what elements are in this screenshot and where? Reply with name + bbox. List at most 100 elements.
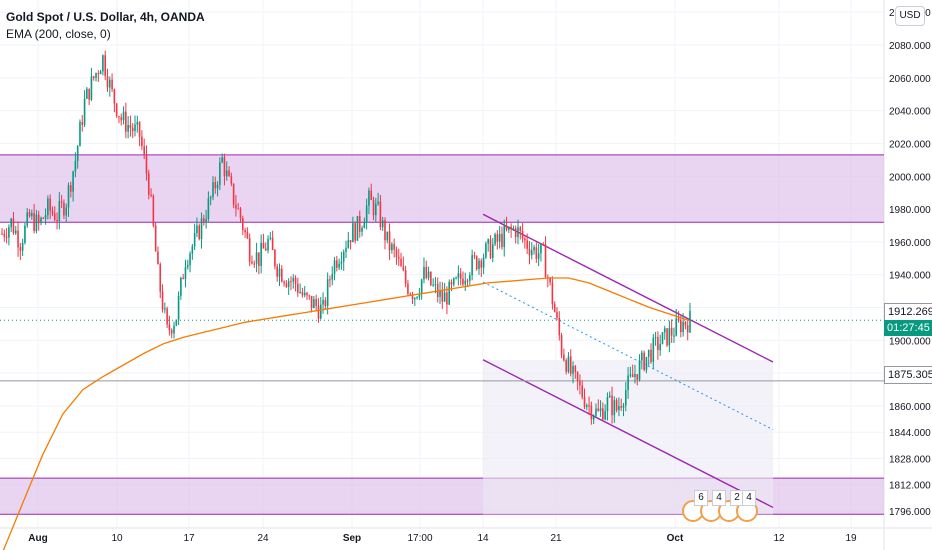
time-axis-label: 12: [773, 533, 785, 544]
candle-body: [452, 278, 455, 285]
candle-body: [680, 320, 682, 333]
currency-button[interactable]: USD: [895, 6, 925, 26]
candle-body: [416, 296, 418, 299]
candle-body: [397, 256, 400, 259]
candle-body: [67, 185, 70, 208]
candle-body: [47, 198, 49, 216]
candle-body: [154, 225, 157, 252]
candle-body: [549, 277, 551, 283]
time-axis-label: 19: [845, 533, 857, 544]
chart-legend: Gold Spot / U.S. Dollar, 4h, OANDA EMA (…: [6, 8, 205, 42]
candle-body: [581, 385, 584, 398]
candle-body: [166, 308, 168, 325]
symbol-title[interactable]: Gold Spot / U.S. Dollar, 4h, OANDA: [6, 10, 205, 24]
price-axis-label: 1796.000: [889, 507, 931, 518]
price-axis-label: 2040.000: [889, 107, 931, 118]
candle-body: [189, 253, 191, 266]
candle-body: [572, 366, 574, 374]
candle-body: [294, 277, 297, 284]
candle-body: [324, 300, 327, 306]
candle-body: [244, 229, 246, 233]
ema-indicator-label[interactable]: EMA (200, close, 0): [6, 27, 111, 41]
candle-body: [647, 349, 650, 357]
candle-body: [340, 261, 343, 264]
candle-body: [466, 280, 469, 282]
time-axis-label: 21: [550, 533, 562, 544]
candle-body: [434, 284, 437, 286]
candle-body: [313, 299, 315, 308]
candle-body: [631, 374, 634, 378]
time-axis-label: 10: [111, 533, 123, 544]
candle-body: [317, 305, 320, 319]
price-axis-label: 1940.000: [889, 271, 931, 282]
candle-body: [145, 154, 148, 174]
candle-body: [551, 282, 554, 305]
price-axis-label: 2020.000: [889, 139, 931, 150]
candle-body: [604, 411, 606, 420]
candle-body: [622, 405, 625, 408]
candle-body: [228, 170, 230, 177]
candle-body: [319, 304, 322, 319]
candle-body: [161, 291, 164, 310]
candle-body: [519, 227, 522, 231]
candle-body: [216, 184, 219, 189]
candle-body: [262, 242, 265, 249]
candle-body: [111, 79, 113, 90]
candle-body: [5, 236, 8, 238]
candle-body: [590, 405, 593, 420]
candle-body: [514, 228, 517, 238]
candle-body: [349, 240, 352, 243]
candle-body: [338, 263, 340, 268]
candle-body: [595, 408, 597, 416]
candle-body: [230, 176, 233, 184]
candle-body: [496, 234, 499, 242]
candle-body: [127, 125, 129, 132]
candle-body: [152, 195, 155, 226]
candle-body: [503, 225, 506, 248]
last-price-tag: 1912.269: [884, 303, 932, 321]
candle-body: [347, 240, 350, 248]
candle-body: [542, 243, 545, 245]
candle-body: [356, 216, 359, 241]
price-axis-label: 2000.000: [889, 172, 931, 183]
candle-body: [583, 397, 586, 407]
candle-body: [624, 390, 627, 406]
candle-body: [175, 319, 178, 326]
candle-body: [42, 217, 45, 219]
candle-body: [533, 247, 535, 251]
candle-body: [102, 55, 104, 72]
candle-body: [650, 349, 652, 362]
candle-body: [448, 282, 451, 305]
candle-body: [663, 328, 666, 333]
candle-body: [255, 252, 258, 264]
candle-body: [652, 337, 655, 362]
candle-body: [491, 244, 494, 258]
candle-body: [395, 249, 398, 257]
channel-midline: [482, 281, 774, 431]
candle-body: [464, 280, 467, 285]
candle-body: [31, 213, 33, 217]
candle-body: [657, 337, 659, 351]
candle-body: [141, 136, 143, 147]
candle-body: [487, 239, 489, 244]
candle-body: [108, 79, 111, 88]
candle-body: [301, 292, 304, 296]
candle-body: [134, 124, 136, 132]
candle-body: [14, 230, 17, 234]
candle-body: [627, 375, 629, 391]
candle-body: [129, 125, 132, 128]
candle-body: [354, 223, 356, 241]
candle-body: [432, 284, 434, 286]
candle-body: [361, 228, 363, 232]
candle-body: [164, 308, 166, 310]
candle-body: [274, 250, 276, 267]
candle-body: [106, 76, 109, 88]
candle-body: [641, 352, 643, 361]
candle-body: [430, 271, 432, 285]
candle-body: [125, 111, 127, 132]
candle-body: [24, 225, 26, 243]
candle-body: [92, 76, 95, 78]
candle-body: [494, 234, 496, 245]
candle-body: [168, 324, 171, 330]
